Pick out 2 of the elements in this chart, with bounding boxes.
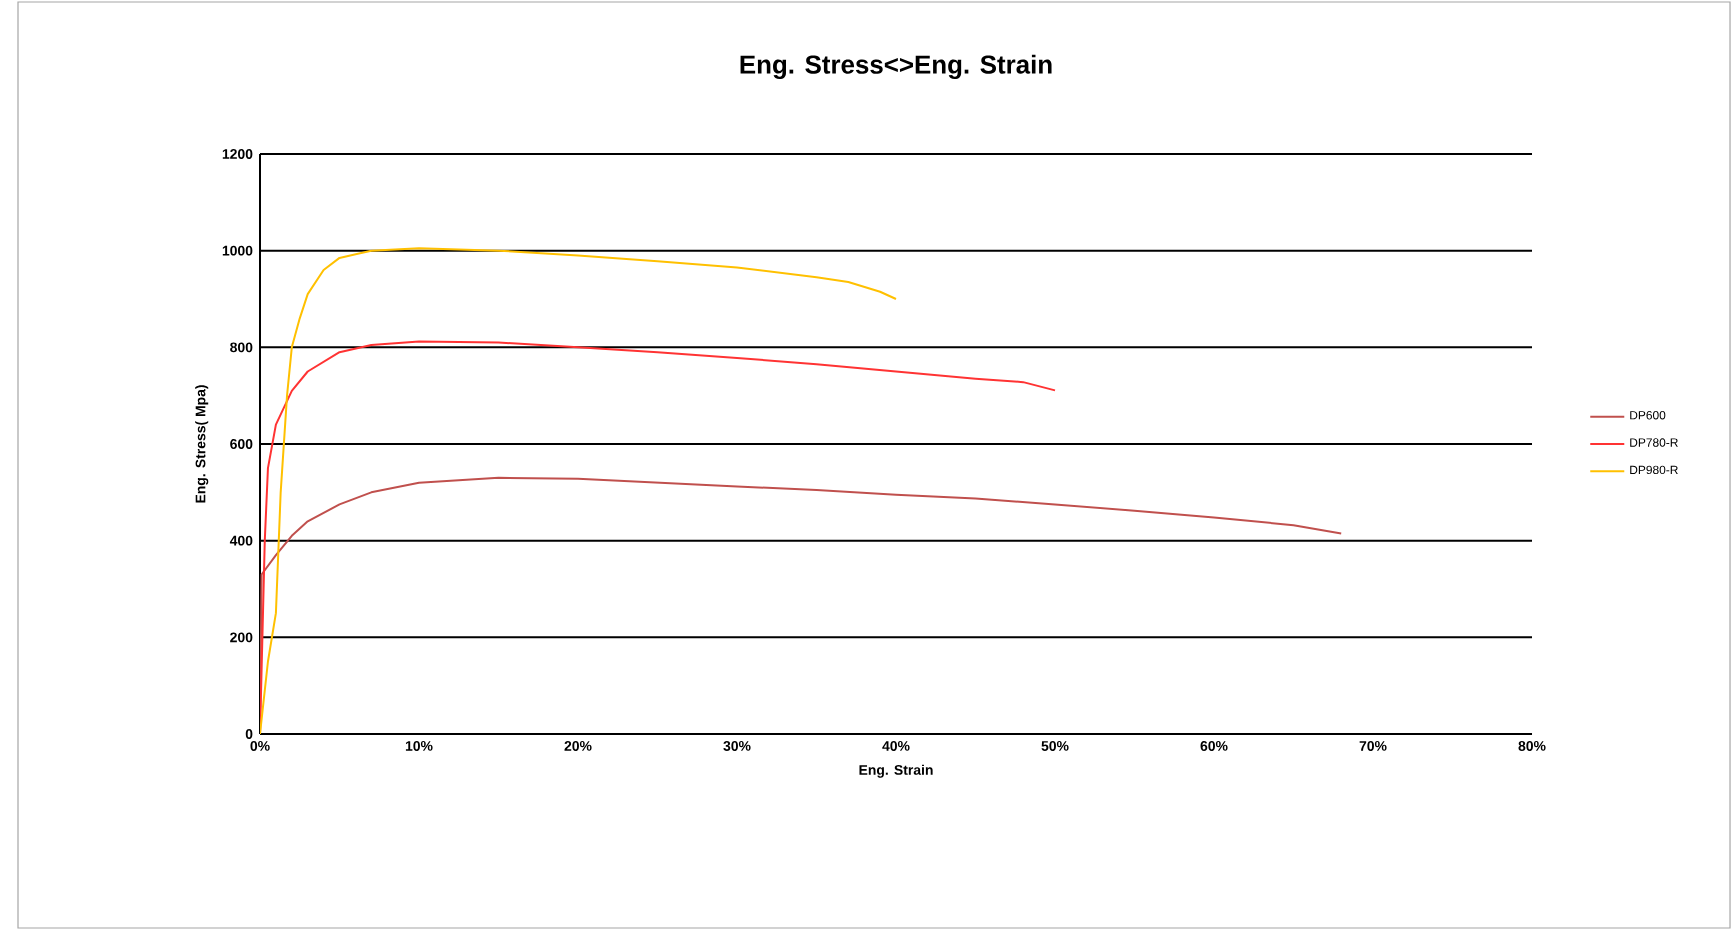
chart-title: Eng. Stress<>Eng. Strain [740, 54, 1052, 80]
line-series [260, 247, 898, 734]
